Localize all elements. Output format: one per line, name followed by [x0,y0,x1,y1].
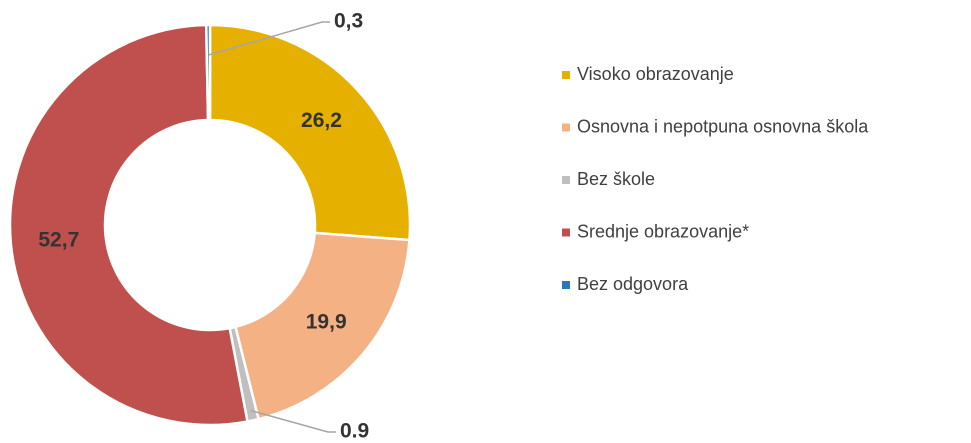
legend-label: Visoko obrazovanje [577,64,734,84]
donut-slice [8,23,249,427]
value-label: 26,2 [301,109,342,132]
donut-slice [208,23,412,242]
legend-swatch [562,71,570,79]
legend-swatch [562,123,570,132]
value-label: 0.9 [340,420,369,443]
leader-line [250,409,336,433]
value-label: 19,9 [306,311,347,334]
legend-swatch [562,176,570,184]
legend-label: Srednje obrazovanje* [577,221,749,241]
leader-line [208,21,330,56]
legend-swatch [562,228,570,237]
legend-label: Osnovna i nepotpuna osnovna škola [577,116,869,136]
legend-label: Bez škole [577,169,655,189]
legend-swatch [562,281,570,289]
donut-slice [204,23,212,122]
legend-label: Bez odgovora [577,274,689,294]
value-label: 52,7 [38,228,79,251]
value-label: 0,3 [334,10,363,33]
